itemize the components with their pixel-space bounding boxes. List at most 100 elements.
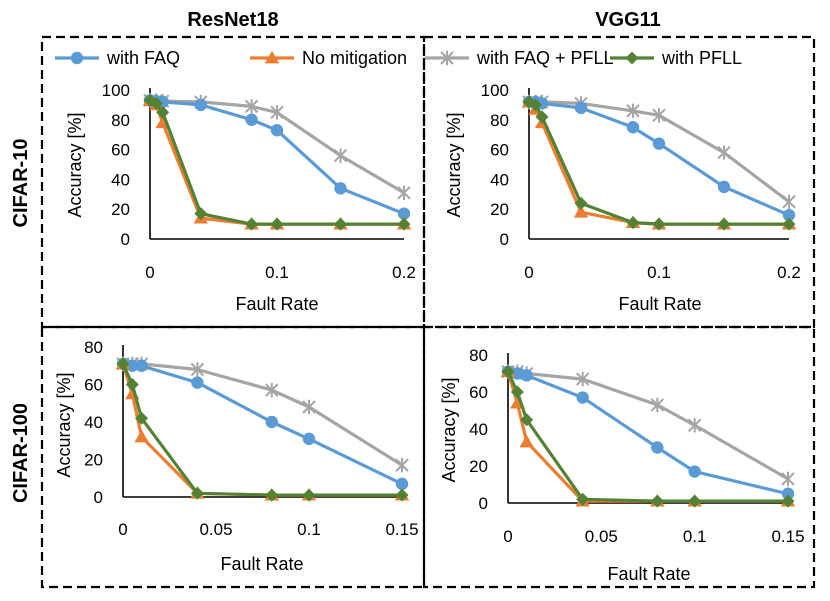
data-point-with-pfll	[781, 494, 795, 508]
data-point-with-faq	[576, 391, 589, 404]
y-tick-label: 0	[479, 494, 488, 513]
data-point-with-faq-pfll	[717, 145, 731, 160]
data-point-with-pfll	[529, 98, 542, 112]
data-point-with-faq	[245, 113, 258, 127]
x-tick-label: 0.2	[392, 263, 416, 282]
legend-label-no-mitigation: No mitigation	[302, 48, 407, 68]
data-point-with-faq	[194, 98, 207, 112]
series-line-with-pfll	[506, 370, 788, 503]
x-tick-label: 0.1	[297, 520, 321, 539]
series-line-no-mitigation	[121, 363, 402, 497]
data-point-with-faq	[302, 432, 316, 446]
y-tick-label: 20	[84, 451, 103, 470]
data-point-with-faq	[688, 465, 701, 478]
series-with-faq-pfll	[522, 94, 796, 209]
legend-marker-no-mitigation	[264, 50, 280, 64]
series-with-pfll	[116, 357, 409, 502]
data-point-with-pfll	[245, 217, 259, 231]
series-no-mitigation	[115, 356, 410, 501]
y-tick-label: 100	[481, 81, 509, 100]
data-point-with-faq	[270, 124, 284, 137]
chart-vgg11-cifar-10: 0 20 40 60 80 100 0 0.1 0.2 Fault Rate Accuracy [%…	[444, 81, 801, 314]
legend-marker-with-pfll	[625, 51, 639, 65]
data-point-with-faq-pfll	[687, 418, 702, 433]
data-point-with-pfll	[265, 488, 279, 502]
data-point-no-mitigation	[573, 204, 589, 218]
data-point-with-pfll	[650, 494, 664, 508]
data-point-with-pfll	[116, 357, 130, 371]
series-line-no-mitigation	[506, 371, 788, 503]
legend: with FAQ No mitigation with FAQ + PFLL with…	[55, 48, 742, 68]
data-point-with-pfll	[535, 110, 549, 124]
data-point-with-pfll	[270, 217, 284, 231]
series-line-with-faq	[507, 370, 789, 496]
data-point-with-faq	[626, 121, 640, 134]
data-point-with-pfll	[688, 494, 702, 508]
y-tick-label: 40	[111, 170, 130, 189]
data-point-with-pfll	[302, 488, 316, 502]
data-point-with-faq-pfll	[397, 185, 411, 201]
data-point-with-pfll	[125, 378, 139, 391]
data-point-with-faq-pfll	[652, 108, 666, 123]
x-tick-label: 0	[503, 527, 512, 546]
data-point-with-faq	[717, 180, 731, 194]
x-tick-label: 0.15	[771, 527, 804, 546]
series-with-pfll	[501, 365, 795, 508]
row-title-cifar10: CIFAR-10	[10, 139, 32, 228]
charts: 0 20 40 60 80 100 0 0.1 0.2 Fault Rate Accuracy [%…	[54, 81, 805, 584]
data-point-with-pfll	[501, 365, 515, 379]
y-tick-label: 40	[469, 420, 488, 439]
series-with-pfll	[143, 93, 411, 231]
legend-label-with-faq: with FAQ	[106, 48, 180, 68]
data-point-with-pfll	[135, 411, 149, 425]
panel-frame-bottom-right	[422, 325, 816, 589]
legend-label-with-pfll: with PFLL	[661, 48, 742, 68]
series-with-faq-pfll	[143, 93, 411, 201]
data-point-with-pfll	[626, 216, 640, 230]
y-axis-label: Accuracy [%]	[65, 112, 85, 217]
data-point-with-pfll	[194, 207, 208, 221]
data-point-with-faq-pfll	[333, 148, 348, 163]
data-point-with-faq	[191, 376, 204, 389]
x-tick-label: 0.1	[647, 263, 671, 282]
x-tick-label: 0	[524, 263, 533, 282]
data-point-with-pfll	[717, 217, 731, 231]
y-axis-label: Accuracy [%]	[54, 372, 74, 477]
data-point-with-pfll	[510, 385, 524, 399]
data-point-with-pfll	[520, 413, 534, 427]
x-axis-label: Fault Rate	[607, 564, 690, 584]
data-point-with-faq	[265, 415, 278, 429]
x-tick-label: 0.1	[683, 527, 707, 546]
y-tick-label: 20	[111, 200, 130, 219]
y-tick-label: 0	[500, 230, 509, 249]
x-tick-label: 0	[145, 263, 154, 282]
data-point-with-pfll	[395, 488, 409, 502]
data-point-with-pfll	[149, 96, 163, 110]
legend-entry-no-mitigation: No mitigation	[250, 48, 407, 68]
data-point-with-faq-pfll	[781, 471, 795, 487]
series-with-faq	[501, 365, 795, 500]
legend-marker-with-faq-pfll	[440, 50, 454, 66]
panel-frame-top-left	[40, 35, 426, 329]
x-tick-label: 0.05	[585, 527, 618, 546]
panel-frame-top-right	[422, 35, 816, 329]
legend-label-with-faq-pfll: with FAQ + PFLL	[476, 48, 614, 68]
data-point-with-faq	[652, 137, 666, 150]
column-title-resnet18: ResNet18	[187, 9, 278, 31]
data-point-with-pfll	[576, 492, 590, 506]
series-line-with-pfll	[121, 363, 402, 497]
data-point-with-faq-pfll	[265, 382, 279, 398]
y-tick-label: 100	[102, 81, 130, 100]
series-with-pfll	[522, 95, 796, 231]
y-tick-label: 20	[490, 200, 509, 219]
x-tick-label: 0	[118, 520, 127, 539]
y-tick-label: 40	[84, 413, 103, 432]
row-title-cifar100: CIFAR-100	[10, 403, 32, 503]
data-point-with-faq-pfll	[782, 194, 796, 209]
data-point-with-pfll	[782, 217, 796, 231]
data-point-with-faq	[135, 359, 148, 372]
y-tick-label: 60	[490, 141, 509, 160]
data-point-with-faq-pfll	[270, 105, 284, 120]
y-axis-label: Accuracy [%]	[439, 377, 459, 482]
